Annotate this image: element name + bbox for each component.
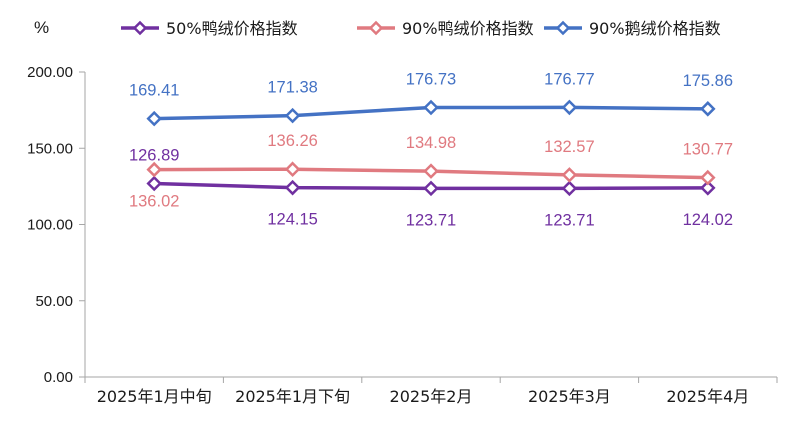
data-point-marker [284,161,301,177]
y-axis: 0.00 50.00 100.00 150.00 200.00 [27,64,86,386]
legend-item: 50%鸭绒价格指数 [121,19,298,38]
y-tick-label: 100.00 [27,217,73,234]
data-point-marker [561,99,578,116]
data-label: 130.77 [683,141,733,159]
x-tick-label: 2025年4月 [666,387,749,406]
data-point-marker [423,163,439,179]
y-tick-label: 150.00 [27,140,73,157]
data-label: 169.41 [129,82,179,100]
y-tick-label: 0.00 [44,369,73,386]
series-group: 169.41 171.38 176.73 176.77 175.86 [129,70,733,127]
data-point-marker [284,179,301,196]
data-label: 176.73 [406,70,456,88]
data-point-marker [700,101,716,117]
data-label: 175.86 [683,72,733,90]
data-label: 136.26 [267,132,317,150]
data-label: 134.98 [406,134,456,152]
x-tick-label: 2025年1月下旬 [235,387,350,406]
y-axis-unit: % [34,18,49,37]
data-point-marker [284,107,301,124]
data-label: 123.71 [406,211,456,229]
data-point-marker [700,169,716,186]
legend-marker-swatch [368,20,384,36]
data-point-marker [146,175,162,192]
data-label: 171.38 [267,79,317,97]
legend-item: 90%鹅绒价格指数 [544,19,721,38]
data-point-marker [423,99,439,116]
data-point-marker [700,180,716,196]
legend-marker-swatch [555,20,571,36]
x-axis: 2025年1月中旬 2025年1月下旬 2025年2月 2025年3月 2025年4月 [84,376,778,406]
data-label: 123.71 [544,211,594,229]
data-point-marker [561,167,578,183]
x-tick-label: 2025年1月中旬 [97,387,212,406]
legend: 50%鸭绒价格指数 90%鸭绒价格指数 90%鹅绒价格指数 [121,19,721,38]
y-tick-label: 50.00 [35,293,73,310]
data-label: 124.15 [267,211,317,229]
series-group: 136.02 136.26 134.98 132.57 130.77 [129,132,733,210]
data-label: 124.02 [683,211,733,229]
data-point-marker [146,161,162,178]
data-label: 126.89 [129,146,179,164]
data-point-marker [423,180,439,197]
data-point-marker [146,110,162,127]
legend-label: 90%鹅绒价格指数 [589,19,721,38]
data-point-marker [561,180,578,197]
data-label: 132.57 [544,138,594,156]
legend-item: 90%鸭绒价格指数 [357,19,534,38]
data-label: 136.02 [129,193,179,211]
legend-label: 90%鸭绒价格指数 [402,19,534,38]
legend-marker-swatch [132,20,148,36]
x-tick-label: 2025年3月 [528,387,611,406]
legend-label: 50%鸭绒价格指数 [166,19,298,38]
series-group: 126.89 124.15 123.71 123.71 124.02 [129,146,733,229]
data-label: 176.77 [544,70,594,88]
y-tick-label: 200.00 [27,64,73,81]
x-tick-label: 2025年2月 [390,387,473,406]
